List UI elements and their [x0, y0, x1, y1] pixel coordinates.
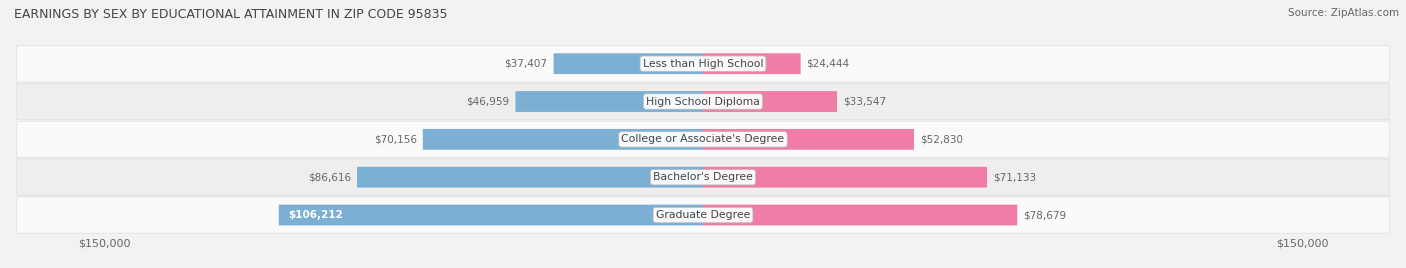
- FancyBboxPatch shape: [17, 159, 1389, 195]
- FancyBboxPatch shape: [17, 46, 1389, 82]
- Text: $37,407: $37,407: [505, 59, 547, 69]
- FancyBboxPatch shape: [554, 53, 703, 74]
- FancyBboxPatch shape: [703, 205, 1017, 225]
- Text: $71,133: $71,133: [993, 172, 1036, 182]
- FancyBboxPatch shape: [703, 167, 987, 188]
- Text: $33,547: $33,547: [844, 96, 886, 106]
- Text: $52,830: $52,830: [920, 134, 963, 144]
- FancyBboxPatch shape: [17, 197, 1389, 233]
- Text: $106,212: $106,212: [288, 210, 343, 220]
- FancyBboxPatch shape: [703, 53, 800, 74]
- FancyBboxPatch shape: [17, 83, 1389, 120]
- Text: Bachelor's Degree: Bachelor's Degree: [652, 172, 754, 182]
- FancyBboxPatch shape: [516, 91, 703, 112]
- Text: $46,959: $46,959: [467, 96, 509, 106]
- Text: Graduate Degree: Graduate Degree: [655, 210, 751, 220]
- FancyBboxPatch shape: [703, 91, 837, 112]
- Text: College or Associate's Degree: College or Associate's Degree: [621, 134, 785, 144]
- Text: $78,679: $78,679: [1024, 210, 1066, 220]
- FancyBboxPatch shape: [17, 121, 1389, 158]
- FancyBboxPatch shape: [357, 167, 703, 188]
- Text: EARNINGS BY SEX BY EDUCATIONAL ATTAINMENT IN ZIP CODE 95835: EARNINGS BY SEX BY EDUCATIONAL ATTAINMEN…: [14, 8, 447, 21]
- Text: Source: ZipAtlas.com: Source: ZipAtlas.com: [1288, 8, 1399, 18]
- Text: Less than High School: Less than High School: [643, 59, 763, 69]
- Text: $86,616: $86,616: [308, 172, 352, 182]
- FancyBboxPatch shape: [703, 129, 914, 150]
- FancyBboxPatch shape: [278, 205, 703, 225]
- Text: $70,156: $70,156: [374, 134, 416, 144]
- Text: High School Diploma: High School Diploma: [647, 96, 759, 106]
- FancyBboxPatch shape: [423, 129, 703, 150]
- Text: $24,444: $24,444: [807, 59, 849, 69]
